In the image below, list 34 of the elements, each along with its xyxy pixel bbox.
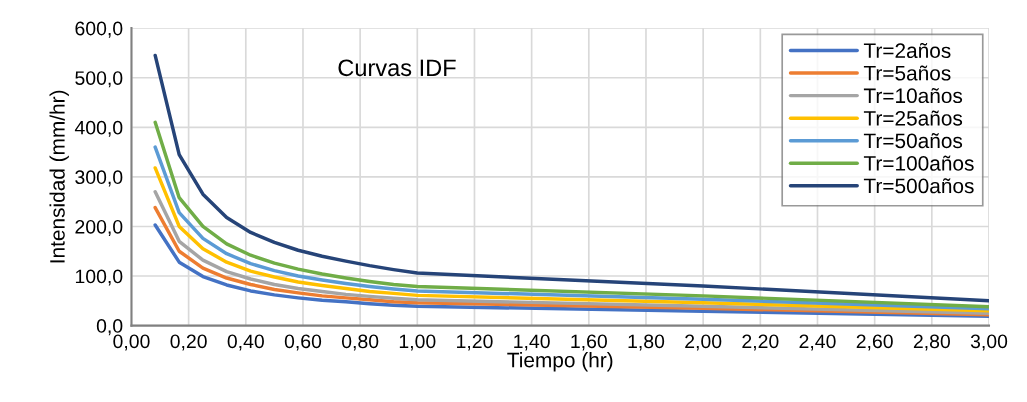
y-tick-label: 0,0 (96, 319, 123, 336)
x-tick-label: 1,80 (628, 334, 665, 351)
x-tick-label: 2,80 (913, 334, 950, 351)
x-axis-title: Tiempo (hr) (507, 352, 613, 372)
y-tick-label: 600,0 (75, 21, 123, 38)
x-tick-label: 0,00 (113, 334, 150, 351)
legend-label: Tr=10años (863, 87, 963, 104)
x-tick-label: 0,80 (341, 334, 379, 351)
x-tick-label: 0,20 (170, 334, 207, 351)
x-tick-label: 1,00 (399, 334, 436, 351)
y-tick-label: 500,0 (75, 71, 123, 88)
text: Curvas IDF (338, 59, 456, 77)
x-tick-label: 1,20 (457, 334, 493, 351)
x-tick-label: 0,40 (227, 334, 264, 351)
x-tick-label: 3,00 (970, 334, 1008, 351)
x-tick-label: 2,20 (742, 334, 779, 351)
legend-label: Tr=5años (863, 65, 951, 81)
line-series (153, 223, 989, 318)
y-tick-label: 100,0 (75, 269, 123, 286)
y-axis-title: Intensidad (mm/hr) (49, 90, 69, 263)
legend-label: Tr=100años (863, 155, 974, 171)
y-tick-label: 200,0 (75, 219, 123, 236)
x-tick-label: 0,60 (284, 334, 322, 351)
legend-label: Tr=500años (863, 178, 974, 194)
x-tick-label: 1,60 (571, 334, 607, 351)
y-tick-label: 300,0 (75, 170, 123, 187)
x-tick-label: 2,40 (799, 334, 836, 351)
x-tick-label: 2,00 (685, 334, 722, 351)
legend-label: Tr=2años (863, 42, 951, 59)
x-tick-label: 2,60 (856, 334, 893, 351)
legend-label: Tr=25años (863, 110, 963, 126)
legend-label: Tr=50años (863, 133, 963, 149)
x-tick-label: 1,40 (514, 334, 550, 351)
y-tick-label: 400,0 (74, 120, 123, 137)
